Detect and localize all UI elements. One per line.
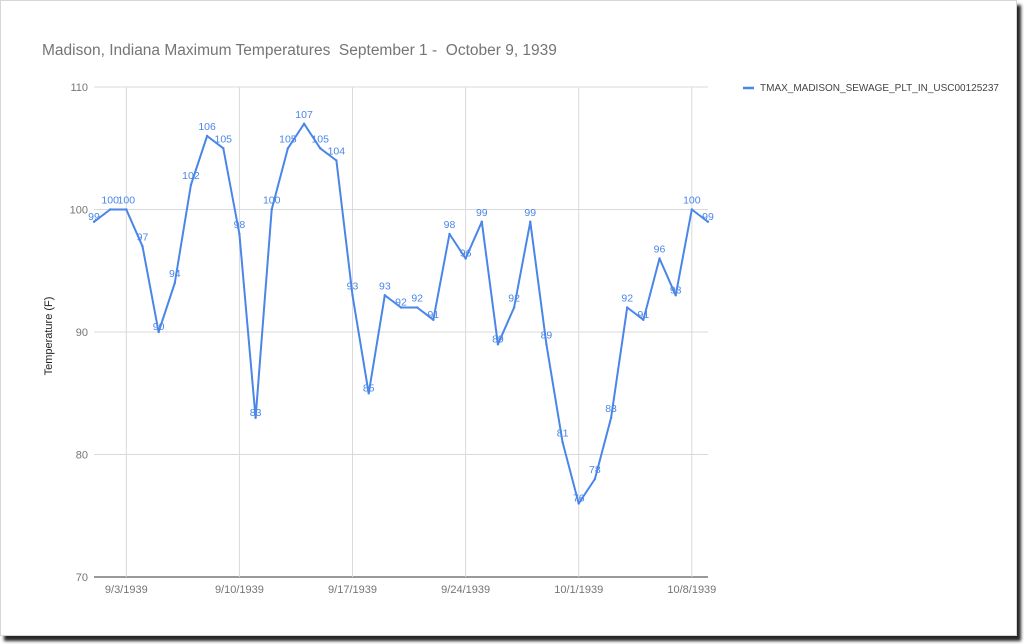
- data-label: 100: [101, 195, 119, 207]
- x-tick-label: 9/24/1939: [441, 584, 490, 596]
- y-tick-label: 100: [70, 205, 88, 217]
- data-label: 99: [476, 207, 488, 219]
- y-tick-label: 70: [76, 572, 88, 584]
- grid-lines: [94, 86, 708, 578]
- data-label: 107: [295, 109, 313, 121]
- data-label: 105: [214, 133, 232, 145]
- chart-title: Madison, Indiana Maximum Temperatures Se…: [42, 42, 557, 59]
- data-point: [658, 257, 661, 260]
- data-label: 106: [198, 121, 216, 133]
- legend: TMAX_MADISON_SEWAGE_PLT_IN_USC00125237: [743, 83, 999, 94]
- data-point: [173, 281, 176, 285]
- data-label: 93: [347, 280, 359, 292]
- data-point: [351, 294, 354, 297]
- data-label: 85: [363, 382, 375, 394]
- y-axis: 70 80 90 100 110: [70, 82, 88, 584]
- data-point: [319, 147, 322, 150]
- data-point: [270, 208, 273, 211]
- y-axis-label: Temperature (F): [43, 297, 55, 376]
- data-point: [593, 477, 597, 481]
- data-label: 83: [250, 407, 262, 419]
- data-point: [642, 318, 645, 321]
- data-label: 96: [654, 244, 666, 256]
- data-point: [189, 183, 193, 187]
- x-tick-label: 9/3/1939: [105, 584, 148, 596]
- data-point: [512, 306, 516, 309]
- data-point: [626, 306, 629, 309]
- data-label: 91: [427, 309, 439, 321]
- data-label: 99: [88, 211, 100, 223]
- data-point: [674, 294, 677, 297]
- data-point: [367, 392, 370, 395]
- data-label: 99: [524, 207, 536, 219]
- data-label: 92: [395, 297, 407, 309]
- data-point: [609, 416, 613, 419]
- data-point: [222, 147, 225, 150]
- data-point: [399, 306, 403, 309]
- data-label: 104: [328, 146, 346, 158]
- data-label: 81: [557, 427, 569, 439]
- x-axis: 9/3/1939 9/10/1939 9/17/1939 9/24/1939 10/1/…: [105, 584, 716, 596]
- data-label: 98: [234, 219, 246, 231]
- y-tick-label: 80: [76, 450, 88, 462]
- data-label: 89: [492, 333, 504, 345]
- x-tick-label: 9/17/1939: [328, 584, 377, 596]
- data-point: [432, 318, 435, 321]
- data-point: [545, 343, 548, 346]
- legend-label: TMAX_MADISON_SEWAGE_PLT_IN_USC00125237: [760, 83, 999, 94]
- data-label: 96: [460, 248, 472, 260]
- data-label: 99: [702, 211, 714, 223]
- x-tick-label: 9/10/1939: [215, 584, 264, 596]
- data-point: [286, 147, 290, 150]
- data-point: [706, 220, 710, 223]
- y-tick-label: 90: [76, 327, 88, 339]
- data-label: 93: [670, 284, 682, 296]
- data-label: 93: [379, 280, 391, 292]
- data-point: [415, 306, 419, 309]
- data-point: [125, 208, 128, 211]
- x-tick-label: 10/1/1939: [554, 584, 603, 596]
- data-point: [335, 159, 338, 162]
- x-tick-label: 10/8/1939: [667, 584, 716, 596]
- data-label: 105: [279, 133, 297, 145]
- data-label: 105: [311, 133, 329, 145]
- data-point: [141, 245, 144, 248]
- data-label: 92: [621, 293, 633, 305]
- series-layer: [92, 122, 710, 505]
- data-point: [464, 257, 467, 260]
- data-point: [496, 343, 500, 346]
- data-point: [383, 294, 387, 297]
- data-label: 94: [169, 268, 181, 280]
- data-label: 100: [263, 195, 281, 207]
- data-point: [480, 220, 483, 223]
- data-point: [238, 232, 241, 236]
- y-tick-label: 110: [70, 82, 88, 94]
- data-label: 78: [589, 464, 601, 476]
- data-point: [205, 134, 209, 138]
- data-point: [108, 208, 112, 211]
- data-label: 102: [182, 170, 200, 182]
- data-point: [448, 232, 451, 236]
- data-labels: 9910010097909410210610598831001051071051…: [88, 109, 714, 505]
- data-point: [254, 416, 257, 419]
- data-point: [690, 208, 694, 211]
- data-label: 98: [444, 219, 456, 231]
- data-label: 83: [605, 403, 617, 415]
- data-label: 90: [153, 321, 165, 333]
- data-point: [529, 220, 532, 223]
- data-label: 91: [638, 309, 650, 321]
- data-label: 76: [573, 493, 585, 505]
- data-label: 100: [683, 195, 701, 207]
- data-point: [302, 122, 306, 125]
- data-label: 89: [541, 329, 553, 341]
- data-label: 100: [118, 195, 136, 207]
- data-point: [561, 441, 564, 444]
- data-point: [577, 502, 580, 505]
- data-point: [157, 330, 160, 334]
- data-label: 92: [508, 293, 520, 305]
- data-point: [92, 220, 96, 223]
- data-label: 92: [411, 293, 423, 305]
- data-label: 97: [137, 231, 149, 243]
